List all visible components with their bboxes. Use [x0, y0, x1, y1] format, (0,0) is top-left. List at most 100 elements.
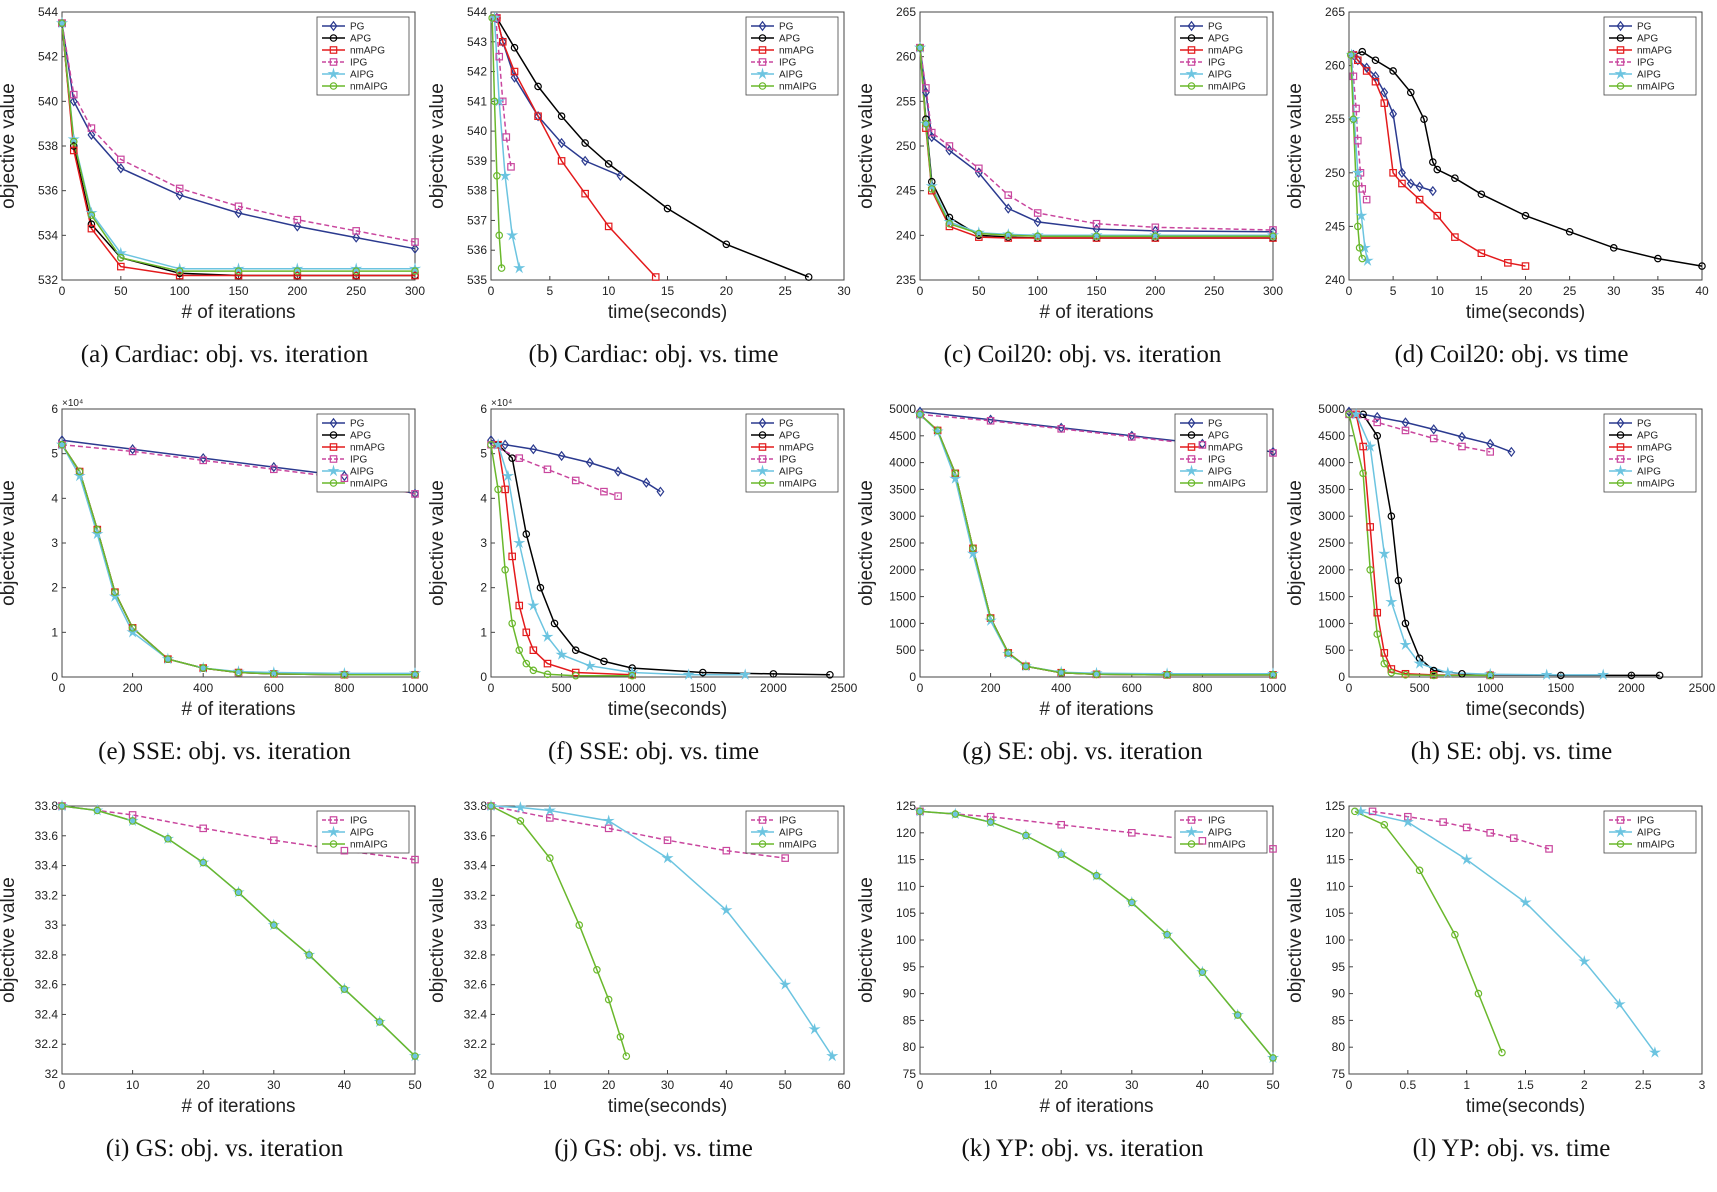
x-tick-label: 0 — [59, 284, 66, 298]
marker — [1627, 671, 1636, 680]
y-tick-label: 85 — [903, 1013, 917, 1027]
y-tick-label: 32 — [474, 1067, 488, 1081]
legend-box — [316, 413, 410, 493]
marker — [293, 267, 302, 275]
marker — [656, 486, 665, 497]
marker — [1609, 244, 1618, 252]
marker — [555, 648, 568, 660]
legend-label: APG — [350, 34, 371, 45]
marker — [543, 659, 552, 668]
marker — [498, 36, 507, 47]
x-tick-label: 30 — [1607, 284, 1621, 298]
x-tick-label: 0 — [917, 1078, 924, 1092]
series-line — [497, 444, 830, 676]
y-axis-label: objective value — [427, 877, 448, 1003]
marker — [340, 670, 349, 679]
legend-marker — [1185, 67, 1198, 80]
marker — [352, 232, 361, 243]
marker — [522, 530, 531, 538]
marker — [1022, 831, 1030, 840]
marker — [945, 142, 954, 150]
legend-marker — [1616, 479, 1625, 487]
subplot: 535 536 537 538 539 540 541 542 543 544 0 5 10 15 20 25… — [427, 5, 851, 368]
marker — [1004, 231, 1013, 240]
x-tick-label: 100 — [170, 284, 190, 298]
marker — [1462, 823, 1471, 832]
marker — [1004, 203, 1013, 214]
y-tick-label: 125 — [896, 799, 916, 813]
legend-label: nmAIPG — [1208, 840, 1246, 851]
marker — [1033, 232, 1042, 241]
marker — [614, 492, 622, 500]
marker — [1378, 547, 1391, 559]
marker — [622, 1052, 631, 1060]
subplot: 0500100015002000250030003500400045005000… — [856, 402, 1287, 765]
marker — [1387, 512, 1396, 521]
marker — [108, 590, 122, 602]
x-tick-label: 800 — [334, 681, 354, 695]
x-tick-label: 1 — [1463, 1078, 1470, 1092]
marker — [581, 189, 589, 198]
marker — [969, 544, 977, 553]
marker — [1033, 209, 1042, 217]
marker — [126, 625, 139, 638]
marker — [1389, 108, 1398, 120]
y-tick-label: 538 — [467, 184, 487, 198]
marker — [507, 163, 515, 171]
x-tick-label: 0 — [1346, 284, 1353, 298]
legend-label: nmAIPG — [779, 840, 817, 851]
marker — [575, 921, 584, 929]
x-axis-label: # of iterations — [181, 699, 295, 720]
marker — [585, 457, 594, 468]
marker — [1373, 630, 1382, 638]
marker — [1398, 179, 1406, 188]
marker — [682, 668, 695, 680]
series-line — [497, 444, 633, 676]
marker — [945, 219, 954, 228]
y-tick-label: 250 — [1325, 166, 1345, 180]
x-tick-label: 250 — [346, 284, 366, 298]
y-tick-label: 265 — [1325, 5, 1345, 19]
marker — [58, 802, 66, 810]
marker — [1399, 638, 1412, 651]
marker — [510, 67, 519, 76]
legend-marker — [329, 455, 338, 463]
marker — [616, 170, 625, 181]
marker — [69, 146, 78, 155]
x-tick-label: 600 — [264, 681, 284, 695]
y-tick-label: 2500 — [1318, 536, 1345, 550]
series-line — [490, 439, 661, 493]
x-tick-label: 400 — [1051, 681, 1071, 695]
legend-marker — [758, 82, 767, 90]
y-tick-label: 535 — [467, 273, 487, 287]
x-tick-label: 50 — [408, 1078, 422, 1092]
series-line — [61, 23, 416, 243]
series-line — [1354, 810, 1503, 1053]
marker — [541, 630, 554, 643]
marker — [522, 659, 531, 668]
marker — [604, 222, 613, 231]
marker — [1364, 440, 1377, 452]
legend-label: nmAIPG — [1637, 840, 1675, 851]
x-tick-label: 30 — [267, 1078, 281, 1092]
y-axis-label: objective value — [1285, 877, 1306, 1003]
marker — [498, 37, 507, 46]
marker — [1358, 254, 1367, 263]
marker — [1458, 442, 1466, 451]
y-axis-label: objective value — [427, 83, 448, 209]
series-line — [919, 810, 1274, 850]
x-tick-label: 0 — [917, 284, 924, 298]
legend-label: nmAPG — [350, 46, 385, 57]
y-tick-label: 3000 — [1318, 509, 1345, 523]
marker — [1362, 195, 1371, 204]
legend-marker — [758, 455, 767, 463]
marker — [1163, 671, 1171, 679]
y-tick-label: 532 — [38, 273, 58, 287]
marker — [1521, 211, 1530, 220]
marker — [497, 264, 506, 272]
marker — [411, 238, 419, 246]
marker — [1233, 1011, 1242, 1019]
legend-box — [316, 16, 410, 96]
marker — [69, 96, 78, 107]
marker — [1380, 87, 1389, 98]
